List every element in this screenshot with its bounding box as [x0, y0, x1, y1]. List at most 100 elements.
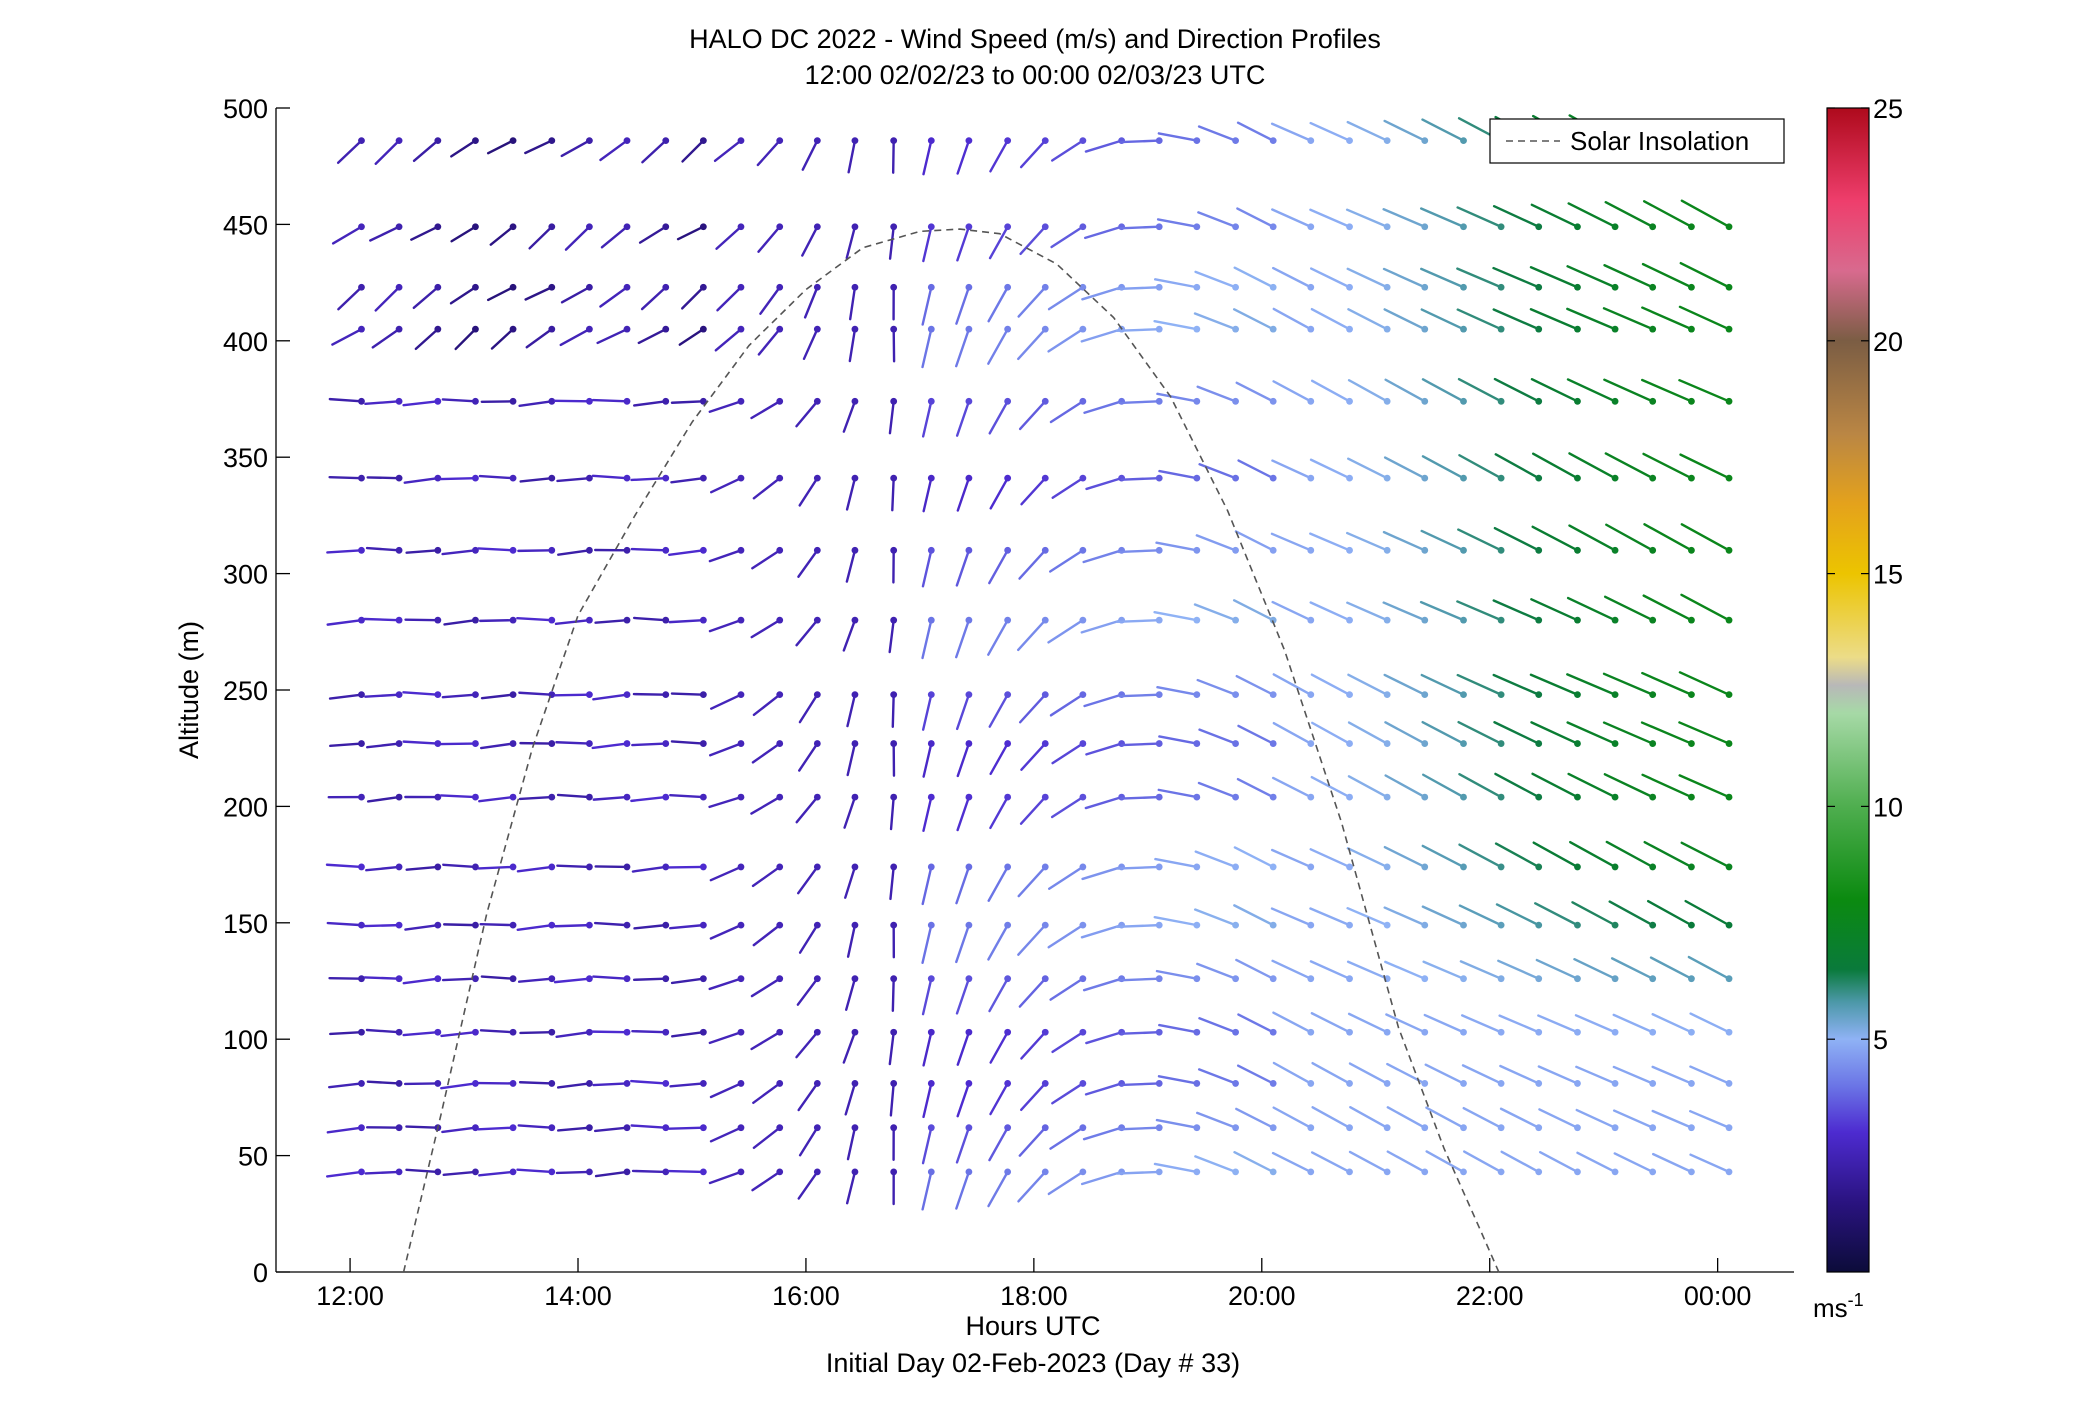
wind-barb	[1382, 208, 1426, 228]
wind-barb	[1575, 1108, 1617, 1129]
wind-barb	[1641, 671, 1693, 696]
wind-barb	[1612, 1109, 1654, 1129]
wind-barb	[1680, 523, 1731, 552]
wind-barb	[489, 225, 515, 246]
wind-barb-point	[927, 137, 935, 144]
wind-barb-point	[1535, 1080, 1543, 1087]
wind-barb	[477, 1126, 515, 1131]
wind-barb-point	[1611, 397, 1619, 405]
wind-barb-point	[1079, 616, 1087, 624]
wind-barb-point	[1725, 223, 1733, 231]
wind-barb	[556, 1126, 591, 1132]
wind-barb	[671, 1031, 705, 1038]
wind-barb-point	[737, 793, 745, 801]
wind-barb	[1236, 1064, 1275, 1085]
wind-barb	[1689, 1065, 1731, 1085]
wind-barb-point	[776, 975, 784, 983]
wind-barb-point	[434, 1168, 442, 1176]
wind-barb-point	[1232, 283, 1239, 291]
wind-barb-point	[434, 921, 442, 929]
wind-barb	[752, 1082, 781, 1104]
wind-barb-point	[662, 397, 670, 405]
wind-barb-point	[890, 283, 898, 291]
wind-barb	[891, 693, 895, 728]
wind-barb	[1603, 264, 1654, 289]
wind-barb	[1115, 923, 1161, 929]
wind-barb-point	[1535, 1124, 1543, 1132]
y-tick-label: 100	[223, 1025, 268, 1055]
wind-barb-point	[1079, 397, 1087, 405]
wind-barb	[325, 1170, 363, 1178]
wind-barb-point	[586, 740, 593, 747]
wind-barb-point	[395, 616, 403, 624]
wind-barb	[1310, 673, 1351, 696]
wind-barb	[955, 923, 971, 964]
wind-barb	[1017, 327, 1047, 361]
wind-barb-point	[509, 1124, 517, 1132]
wind-barb-point	[586, 1124, 593, 1132]
wind-barb-point	[813, 1124, 821, 1132]
wind-barb-point	[699, 397, 707, 405]
wind-barb	[989, 1082, 1009, 1116]
wind-barb-point	[395, 1124, 403, 1132]
wind-barb	[1309, 532, 1351, 552]
wind-barb	[1679, 261, 1731, 289]
wind-barbs	[325, 114, 1733, 1211]
wind-barb-point	[1574, 1168, 1581, 1176]
wind-barb	[1051, 1082, 1085, 1105]
wind-barb	[1603, 773, 1654, 799]
wind-barb-point	[965, 1080, 973, 1087]
wind-barb-point	[623, 921, 631, 929]
wind-barb	[631, 1029, 667, 1034]
wind-barb	[637, 327, 667, 345]
wind-barb-point	[586, 325, 593, 333]
wind-barb-point	[1460, 546, 1467, 554]
wind-barb-point	[1346, 1080, 1353, 1087]
wind-barb	[1047, 618, 1085, 644]
wind-barb	[631, 1169, 667, 1174]
wind-barb	[757, 327, 781, 356]
wind-barb-point	[1193, 616, 1201, 624]
wind-barb-point	[1346, 1028, 1353, 1036]
wind-barb	[1051, 1031, 1085, 1054]
wind-barb	[1419, 207, 1465, 228]
wind-barb	[560, 286, 591, 304]
wind-barb	[795, 400, 819, 428]
wind-barb	[1157, 788, 1199, 799]
wind-barb-point	[1155, 1168, 1163, 1176]
wind-barb	[842, 618, 857, 652]
wind-barb	[803, 286, 819, 319]
wind-barb	[956, 225, 971, 262]
wind-barb-point	[358, 863, 365, 871]
wind-barb-point	[890, 740, 898, 747]
wind-barb-point	[1421, 397, 1429, 405]
wind-barb	[1272, 1061, 1312, 1085]
wind-barb	[1235, 381, 1275, 403]
wind-barb-point	[1232, 793, 1239, 801]
wind-barb	[888, 400, 895, 435]
wind-barb	[956, 742, 971, 778]
wind-barb	[593, 1126, 629, 1133]
wind-barb	[641, 139, 667, 164]
wind-barb	[525, 327, 553, 349]
wind-barb-point	[851, 546, 859, 554]
wind-barb-point	[699, 1028, 707, 1036]
wind-barb-point	[1004, 863, 1012, 871]
wind-barb-point	[927, 921, 935, 929]
wind-barb-point	[890, 223, 898, 231]
wind-barb	[1463, 1150, 1503, 1174]
wind-barb	[989, 1031, 1009, 1064]
wind-barb-point	[1269, 975, 1277, 983]
wind-barb	[1529, 266, 1579, 289]
wind-barb	[670, 977, 705, 985]
wind-barb-point	[737, 137, 745, 144]
wind-barb	[989, 476, 1009, 510]
y-tick-label: 350	[223, 443, 268, 473]
wind-barb	[955, 286, 971, 325]
wind-barb	[955, 618, 971, 659]
wind-barb-point	[548, 474, 556, 482]
wind-barb	[599, 286, 629, 308]
wind-barb	[331, 225, 363, 245]
wind-barb-point	[1421, 137, 1429, 144]
wind-barb-point	[1688, 283, 1695, 291]
